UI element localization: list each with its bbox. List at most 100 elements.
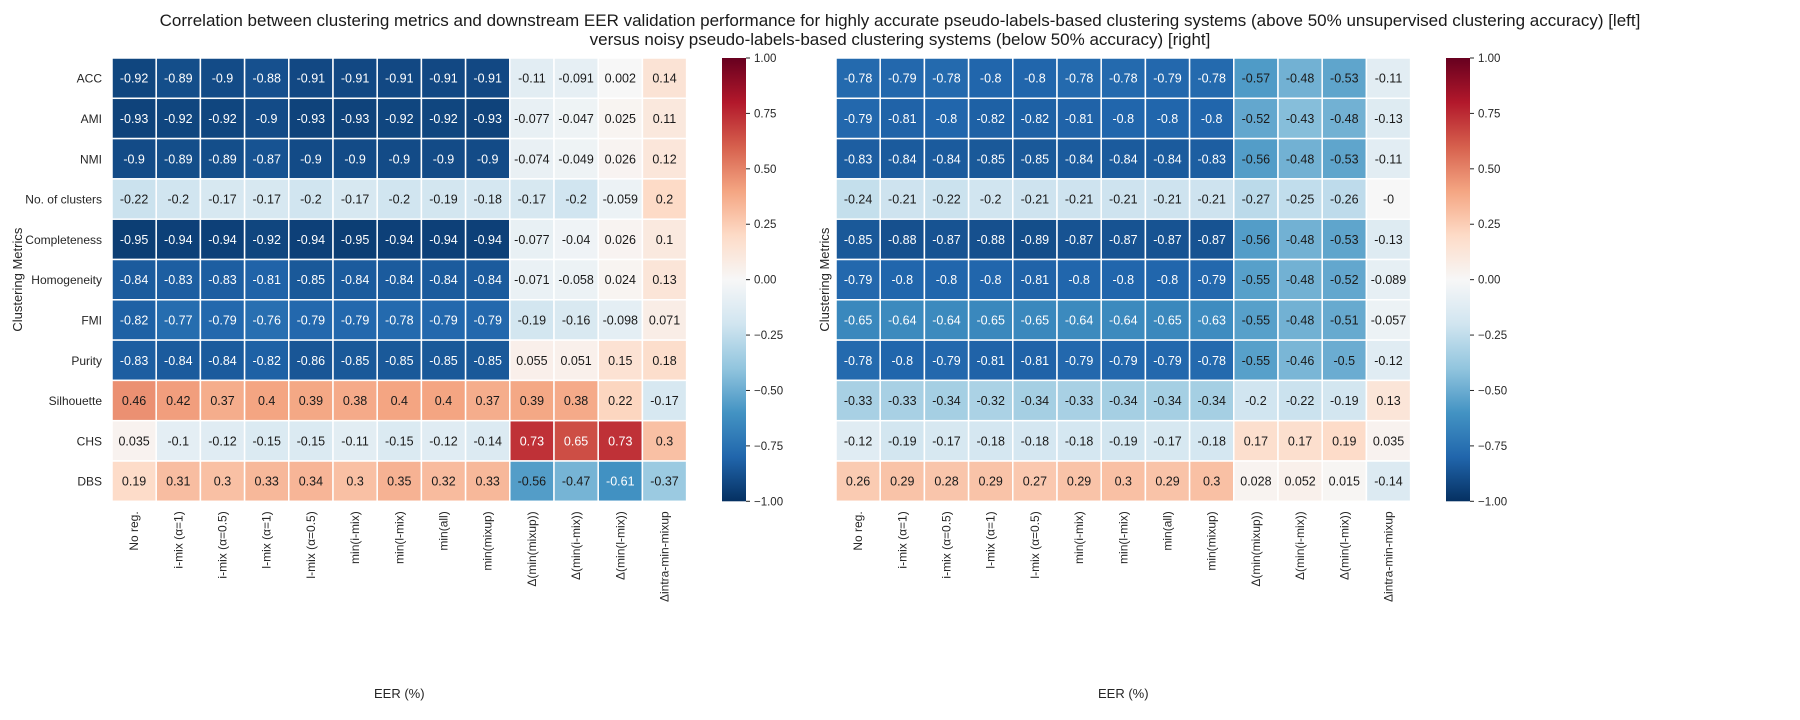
cell-value-label: -0.8	[1113, 112, 1135, 126]
heatmap-cell-left-completeness-i-mix-alpha-0-5	[199, 218, 246, 261]
cell-value-label: -0.79	[1109, 354, 1138, 368]
cell-value-label: 0.32	[431, 475, 455, 489]
heatmap-left: -0.92 -0.89 -0.9 -0.88 -0.91 -0.91 -0.91 -0.91 -…	[10, 53, 783, 701]
cell-value-label: -0.91	[341, 72, 370, 86]
cell-value-label: -0.33	[888, 394, 917, 408]
cell-value-label: -0.17	[650, 394, 679, 408]
cell-value-label: -0.53	[1330, 233, 1359, 247]
cell-value-label: -0.94	[385, 233, 414, 247]
heatmap-cell-left-completeness-l-mix-alpha-1	[243, 218, 290, 261]
cell-value-label: 0.29	[1155, 475, 1179, 489]
cell-value-label: 0.73	[520, 434, 544, 448]
cell-value-label: -0.34	[932, 394, 961, 408]
cell-value-label: -0.85	[1021, 152, 1050, 166]
colorbar-tick-label: −1.00	[1478, 496, 1507, 508]
heatmap-cell-right-row-0-min-mixup	[1233, 57, 1279, 100]
cell-value-label: -0.22	[1286, 394, 1315, 408]
row-tick-label: DBS	[77, 475, 102, 489]
cell-value-label: 0.025	[605, 112, 636, 126]
cell-value-label: -0.14	[473, 434, 502, 448]
column-tick-label: min(l-mix)	[392, 511, 406, 564]
heatmap-cell-left-chs-l-mix-alpha-1	[243, 419, 290, 462]
cell-value-label: -0.81	[976, 354, 1005, 368]
column-tick-label: min(all)	[1161, 511, 1175, 550]
heatmap-cell-left-chs-i-mix-alpha-0-5	[199, 419, 246, 462]
column-tick-label: Δ(min(i-mix))	[1293, 511, 1307, 580]
heatmap-cell-left-acc-no-reg	[111, 57, 157, 100]
cell-value-label: -0.65	[1021, 313, 1050, 327]
cell-value-label: -0.18	[976, 434, 1005, 448]
colorbar-tick-label: −0.75	[1478, 441, 1507, 453]
heatmap-cell-right-row-6-min-all	[1144, 299, 1191, 341]
cell-value-label: -0.64	[932, 313, 961, 327]
cell-value-label: 0.015	[1329, 475, 1360, 489]
cell-value-label: -0.92	[164, 112, 193, 126]
cell-value-label: -0.25	[1286, 193, 1315, 207]
cell-value-label: -0.79	[932, 354, 961, 368]
row-tick-label: ACC	[77, 72, 103, 86]
cell-value-label: -0.79	[844, 273, 873, 287]
cell-value-label: -0.21	[1065, 193, 1094, 207]
heatmap-cell-left-fmi-l-mix-alpha-1	[243, 299, 290, 341]
heatmap-cell-right-row-9-min-mixup	[1233, 419, 1279, 462]
cell-value-label: -0.78	[844, 72, 873, 86]
cell-value-label: -0.43	[1286, 112, 1315, 126]
cell-value-label: -0.77	[164, 313, 193, 327]
cell-value-label: -0.93	[473, 112, 502, 126]
cell-value-label: -0.2	[389, 193, 411, 207]
cell-value-label: -0.47	[562, 475, 591, 489]
cell-value-label: -0.16	[562, 313, 591, 327]
cell-value-label: -0.81	[252, 273, 281, 287]
heatmap-cell-right-row-0-min-all	[1144, 57, 1191, 100]
cell-value-label: -0.89	[164, 152, 193, 166]
heatmap-cell-left-homogeneity-min-mixup	[464, 258, 511, 301]
heatmap-cell-right-row-5-min-all	[1144, 258, 1191, 301]
column-tick-label: l-mix (α=0.5)	[304, 511, 318, 578]
cell-value-label: -0.56	[518, 475, 547, 489]
heatmap-cell-left-homogeneity-min-all	[420, 258, 467, 301]
heatmap-cell-right-row-1-min-mixup	[1188, 97, 1235, 140]
y-axis-label: Clustering Metrics	[10, 227, 25, 332]
row-tick-label: Completeness	[25, 233, 102, 247]
heatmap-cell-right-row-1-i-mix-alpha-1	[879, 97, 926, 140]
heatmap-cell-left-completeness-min-mixup	[464, 218, 511, 261]
cell-value-label: -0.52	[1330, 273, 1359, 287]
cell-value-label: -0.78	[1197, 354, 1226, 368]
cell-value-label: -0.8	[980, 72, 1002, 86]
cell-value-label: -0.9	[433, 152, 455, 166]
colorbar-tick-label: 0.00	[1478, 275, 1500, 287]
cell-value-label: -0.11	[1375, 72, 1403, 86]
heatmap-cell-left-chs-min-mixup	[509, 419, 555, 462]
cell-value-label: -0.64	[888, 313, 917, 327]
cell-value-label: -0.82	[976, 112, 1005, 126]
cell-value-label: -0.83	[844, 152, 873, 166]
cell-value-label: -0.9	[477, 152, 499, 166]
column-tick-label: No reg.	[851, 511, 865, 550]
heatmap-cell-left-completeness-i-mix-alpha-1	[155, 218, 202, 261]
cell-value-label: -0.8	[892, 273, 914, 287]
colorbar-tick-label: 0.25	[754, 219, 776, 231]
heatmap-cell-left-purity-l-mix-alpha-0-5	[288, 339, 334, 382]
cell-value-label: -0.12	[844, 434, 873, 448]
cell-value-label: 0.17	[1244, 434, 1268, 448]
cell-value-label: -0.84	[341, 273, 370, 287]
cell-value-label: -0.79	[1065, 354, 1094, 368]
cell-value-label: 0.4	[435, 394, 452, 408]
cell-value-label: -0.049	[558, 152, 593, 166]
cell-value-label: -0.61	[606, 475, 635, 489]
colorbar-tick-label: −0.25	[754, 330, 783, 342]
cell-value-label: -0.059	[603, 193, 638, 207]
column-tick-label: min(mixup)	[1205, 511, 1219, 570]
heatmap-cell-right-row-4-l-mix-alpha-1	[967, 218, 1014, 261]
cell-value-label: -0.82	[1021, 112, 1050, 126]
column-tick-label: l-mix (α=1)	[260, 511, 274, 568]
heatmap-cell-right-row-9-min-i-mix	[1056, 419, 1102, 462]
cell-value-label: -0.17	[518, 193, 547, 207]
heatmap-cell-right-row-6-min-mixup	[1188, 299, 1235, 341]
cell-value-label: -0.17	[208, 193, 237, 207]
heatmap-cell-right-row-6-i-mix-alpha-0-5	[923, 299, 970, 341]
heatmap-cell-left-nmi-l-mix-alpha-0-5	[288, 137, 334, 180]
cell-value-label: -0.63	[1197, 313, 1226, 327]
cell-value-label: -0.18	[473, 193, 502, 207]
cell-value-label: -0.85	[976, 152, 1005, 166]
